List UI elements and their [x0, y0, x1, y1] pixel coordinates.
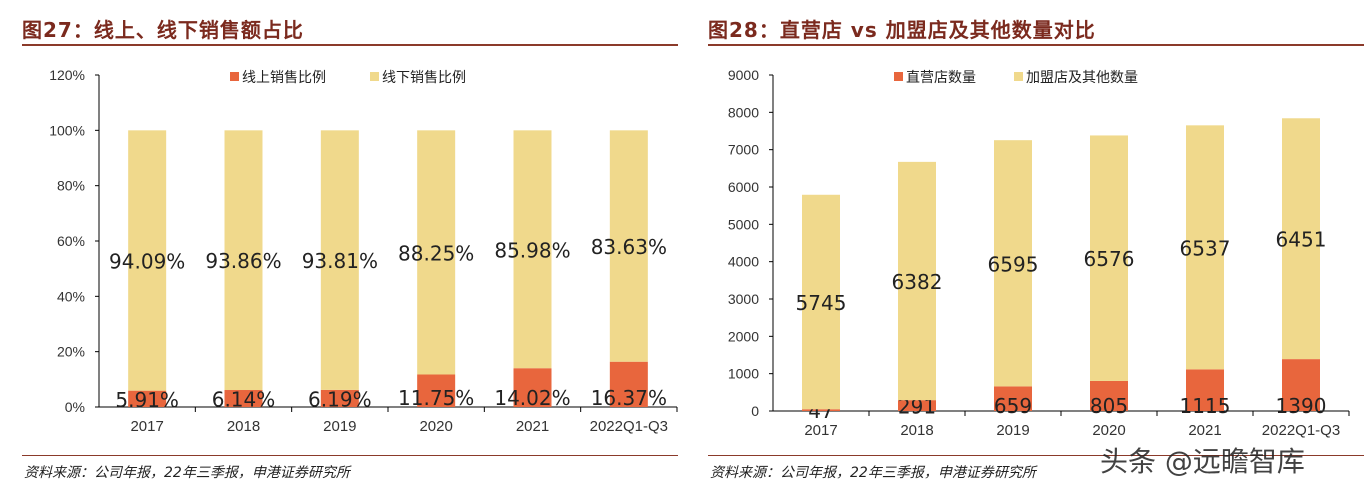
- y-tick-label: 0: [751, 403, 759, 419]
- legend-label: 线上销售比例: [242, 70, 326, 86]
- bar-lower: [513, 368, 552, 407]
- bar-upper: [898, 161, 936, 401]
- data-label: 6382: [892, 270, 943, 294]
- y-tick-label: 5000: [728, 216, 759, 232]
- bar-upper: [513, 130, 552, 369]
- legend-swatch: [894, 72, 903, 81]
- data-label: 659: [994, 394, 1032, 418]
- left-chart: 0% 20% 40% 60% 80% 100% 120% 2017 5.91% 94.09% 201…: [49, 67, 678, 435]
- x-tick-label: 2022Q1-Q3: [1262, 422, 1340, 439]
- legend-label: 线下销售比例: [382, 70, 466, 86]
- bar-upper: [1090, 135, 1128, 381]
- bar-upper: [1282, 118, 1320, 360]
- data-label: 1390: [1276, 394, 1327, 418]
- data-label: 11.75%: [398, 386, 474, 410]
- data-label: 14.02%: [494, 386, 570, 410]
- y-tick-label: 80%: [57, 178, 85, 194]
- legend-swatch: [370, 72, 379, 81]
- data-label: 1115: [1180, 394, 1231, 418]
- data-label: 6537: [1180, 236, 1231, 260]
- right-source-rule: [708, 455, 1364, 456]
- legend-label: 直营店数量: [906, 69, 976, 86]
- bar-upper: [994, 140, 1032, 387]
- data-label: 6.19%: [308, 387, 372, 411]
- legend-label: 加盟店及其他数量: [1026, 70, 1138, 86]
- y-tick-label: 6000: [728, 179, 759, 195]
- x-tick-label: 2019: [996, 422, 1029, 439]
- data-label: 5745: [796, 291, 847, 315]
- y-tick-label: 20%: [57, 344, 85, 360]
- x-tick-label: 2018: [900, 422, 933, 439]
- bar-lower: [802, 409, 840, 411]
- data-label: 6576: [1084, 247, 1135, 271]
- y-tick-label: 9000: [728, 67, 759, 83]
- x-tick-label: 2021: [1188, 422, 1221, 439]
- y-tick-label: 3000: [728, 291, 759, 307]
- bar-lower: [1186, 369, 1224, 411]
- data-label: 6.14%: [212, 388, 276, 412]
- bar-lower: [609, 361, 648, 407]
- x-tick-label: 2020: [1092, 422, 1125, 439]
- bar-lower: [224, 390, 263, 407]
- right-chart-title: 图28：直营店 vs 加盟店及其他数量对比: [708, 18, 1096, 42]
- x-tick-label: 2022Q1-Q3: [590, 418, 668, 435]
- bar-lower: [320, 389, 359, 407]
- bar-lower: [417, 374, 456, 407]
- bar-upper: [609, 130, 648, 362]
- y-tick-label: 2000: [728, 328, 759, 344]
- data-label: 16.37%: [591, 386, 667, 410]
- bar-upper: [320, 130, 359, 390]
- bar-upper: [417, 130, 456, 375]
- bar-lower: [898, 400, 936, 411]
- data-label: 805: [1090, 394, 1128, 418]
- legend-swatch: [230, 72, 239, 81]
- bar-upper: [128, 130, 167, 391]
- y-tick-label: 4000: [728, 254, 759, 270]
- legend-swatch: [1014, 72, 1023, 81]
- y-tick-label: 8000: [728, 104, 759, 120]
- y-tick-label: 120%: [49, 67, 85, 83]
- y-tick-label: 60%: [57, 233, 85, 249]
- y-tick-label: 0%: [65, 399, 85, 415]
- data-label: 94.09%: [109, 249, 185, 273]
- x-tick-label: 2017: [130, 418, 163, 435]
- right-title-rule: [708, 44, 1364, 46]
- bar-lower: [128, 390, 167, 407]
- y-tick-label: 100%: [49, 122, 85, 138]
- data-label: 88.25%: [398, 241, 474, 265]
- data-label: 83.63%: [591, 235, 667, 259]
- y-tick-label: 40%: [57, 288, 85, 304]
- data-label: 85.98%: [494, 238, 570, 262]
- data-label: 6451: [1276, 228, 1327, 252]
- data-label: 93.86%: [205, 249, 281, 273]
- data-label: 93.81%: [302, 249, 378, 273]
- bar-lower: [1090, 380, 1128, 411]
- x-tick-label: 2021: [516, 418, 549, 435]
- left-source-rule: [22, 455, 678, 456]
- right-source: 资料来源：公司年报，22年三季报，申港证券研究所: [710, 465, 1036, 481]
- bar-lower: [1282, 359, 1320, 411]
- y-tick-label: 1000: [728, 366, 759, 382]
- left-chart-title: 图27：线上、线下销售额占比: [22, 18, 304, 42]
- bar-upper: [224, 130, 263, 391]
- data-label: 6595: [988, 252, 1039, 276]
- right-chart: 0 1000 2000 3000 4000 5000 6000 7000 8000 9000 201…: [728, 67, 1350, 439]
- x-tick-label: 2017: [804, 422, 837, 439]
- data-label: 5.91%: [115, 388, 179, 412]
- x-tick-label: 2018: [227, 418, 260, 435]
- left-title-rule: [22, 44, 678, 46]
- left-source: 资料来源：公司年报，22年三季报，申港证券研究所: [24, 465, 350, 481]
- x-tick-label: 2020: [419, 418, 452, 435]
- watermark: 头条 @远瞻智库: [1100, 445, 1305, 478]
- bar-upper: [802, 194, 840, 410]
- bar-lower: [994, 386, 1032, 411]
- x-tick-label: 2019: [323, 418, 356, 435]
- bar-upper: [1186, 125, 1224, 370]
- y-tick-label: 7000: [728, 142, 759, 158]
